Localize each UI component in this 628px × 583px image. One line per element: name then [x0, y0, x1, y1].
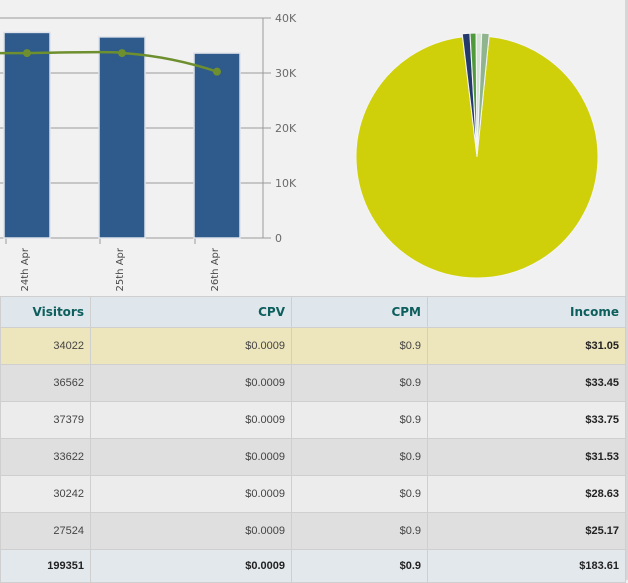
cell-income: $31.05: [427, 327, 626, 365]
cell-income: $33.45: [427, 364, 626, 402]
y-tick-label: 30K: [275, 67, 297, 80]
cell-cpm: $0.9: [291, 512, 428, 550]
y-tick-label: 10K: [275, 177, 297, 190]
x-category-label: 24th Apr: [20, 247, 31, 291]
table-row[interactable]: 33622 $0.0009 $0.9 $31.53: [0, 438, 626, 476]
cell-visitors: 36562: [0, 364, 91, 402]
header-visitors[interactable]: Visitors: [0, 296, 91, 328]
cell-visitors: 30242: [0, 475, 91, 513]
y-tick-label: 40K: [275, 12, 297, 25]
panel-border: [625, 0, 628, 580]
charts-panel: 0 10K 20K 30K 40K 24th Apr 25th Apr 26th Apr: [0, 12, 599, 292]
total-visitors: 199351: [0, 549, 91, 583]
pie-slice: [476, 32, 490, 155]
cell-cpm: $0.9: [291, 364, 428, 402]
table-row[interactable]: 27524 $0.0009 $0.9 $25.17: [0, 512, 626, 550]
cell-cpv: $0.0009: [90, 401, 292, 439]
cell-cpv: $0.0009: [90, 438, 292, 476]
table-header-row: Visitors CPV CPM Income: [0, 296, 626, 328]
header-cpm[interactable]: CPM: [291, 296, 428, 328]
cell-income: $28.63: [427, 475, 626, 513]
cell-cpm: $0.9: [291, 401, 428, 439]
total-cpv: $0.0009: [90, 549, 292, 583]
table-row[interactable]: 30242 $0.0009 $0.9 $28.63: [0, 475, 626, 513]
pie-slice: [355, 36, 599, 279]
x-category-label: 26th Apr: [210, 247, 221, 291]
cell-visitors: 37379: [0, 401, 91, 439]
bar: [3, 31, 51, 239]
table-row[interactable]: 34022 $0.0009 $0.9 $31.05: [0, 327, 626, 365]
header-cpv[interactable]: CPV: [90, 296, 292, 328]
x-category-label: 25th Apr: [115, 247, 126, 291]
y-tick-label: 0: [275, 232, 282, 245]
y-tick-label: 20K: [275, 122, 297, 135]
cell-income: $33.75: [427, 401, 626, 439]
cell-income: $31.53: [427, 438, 626, 476]
total-income: $183.61: [427, 549, 626, 583]
cell-visitors: 33622: [0, 438, 91, 476]
table-row[interactable]: 36562 $0.0009 $0.9 $33.45: [0, 364, 626, 402]
cell-cpv: $0.0009: [90, 364, 292, 402]
table-total-row: 199351 $0.0009 $0.9 $183.61: [0, 549, 626, 583]
cell-cpv: $0.0009: [90, 512, 292, 550]
stats-table: Visitors CPV CPM Income 34022 $0.0009 $0…: [0, 296, 626, 583]
cell-visitors: 34022: [0, 327, 91, 365]
line-marker: [118, 49, 126, 58]
pie-chart: [355, 32, 599, 279]
bar: [98, 36, 146, 239]
bar-chart: 0 10K 20K 30K 40K 24th Apr 25th Apr 26th Apr: [0, 12, 297, 291]
cell-cpm: $0.9: [291, 475, 428, 513]
cell-cpm: $0.9: [291, 327, 428, 365]
cell-cpv: $0.0009: [90, 475, 292, 513]
total-cpm: $0.9: [291, 549, 428, 583]
header-income[interactable]: Income: [427, 296, 626, 328]
line-marker: [213, 67, 221, 76]
table-row[interactable]: 37379 $0.0009 $0.9 $33.75: [0, 401, 626, 439]
cell-cpm: $0.9: [291, 438, 428, 476]
cell-income: $25.17: [427, 512, 626, 550]
cell-cpv: $0.0009: [90, 327, 292, 365]
line-marker: [23, 49, 31, 58]
cell-visitors: 27524: [0, 512, 91, 550]
bar: [193, 52, 241, 239]
